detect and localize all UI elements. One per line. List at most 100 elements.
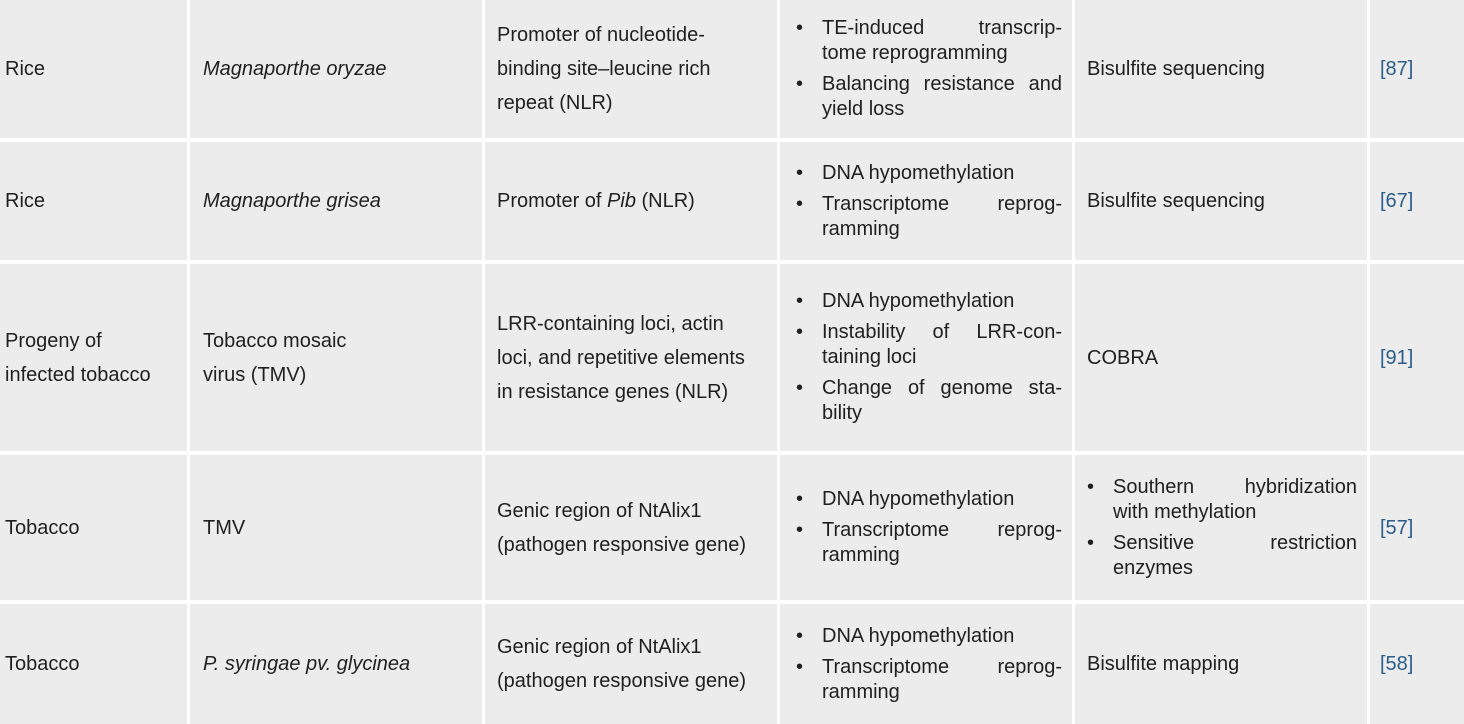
- pathogen-line: virus (TMV): [203, 363, 307, 386]
- pathogen-text: TMV: [203, 516, 246, 539]
- target-suffix: (NLR): [635, 190, 695, 212]
- effects-list: DNA hypomethylation Transcriptome reprog…: [786, 618, 1062, 711]
- target-line: Genic region of NtAlix1: [497, 499, 702, 522]
- host-text: Rice: [5, 190, 46, 212]
- target-text: Genic region of NtAlix1 (pathogen respon…: [497, 494, 746, 562]
- method-cell: Bisulfite mapping: [1075, 604, 1367, 724]
- target-line: in resistance genes (NLR): [497, 380, 729, 403]
- effect-line: DNA hypomethylation: [822, 290, 1015, 312]
- effect-line: yield loss: [822, 98, 905, 120]
- effect-line: Change of genome sta-: [822, 377, 1062, 399]
- effects-list: DNA hypomethylation Transcriptome reprog…: [786, 481, 1062, 574]
- host-line: Progeny of: [5, 329, 102, 352]
- method-line: Southern hybridization: [1113, 475, 1357, 498]
- effect-item: Transcriptome reprog-ramming: [786, 655, 1062, 705]
- host-text: Rice: [5, 58, 46, 80]
- host-text: Tobacco: [5, 516, 80, 539]
- pathogen-cell: P. syringae pv. glycinea: [190, 604, 482, 724]
- reference-link[interactable]: [91]: [1380, 346, 1414, 369]
- effects-list: DNA hypomethylation Transcriptome reprog…: [786, 155, 1062, 248]
- target-line: loci, and repetitive elements: [497, 346, 745, 369]
- effect-line: Transcriptome reprog-: [822, 192, 1062, 215]
- host-cell: Rice: [0, 0, 187, 138]
- method-cell: Bisulfite sequencing: [1075, 0, 1367, 138]
- effect-line: ramming: [822, 217, 900, 240]
- effect-line: Transcriptome reprog-: [822, 519, 1062, 541]
- ref-cell: [87]: [1370, 0, 1464, 138]
- effect-line: Transcriptome reprog-: [822, 655, 1062, 678]
- effects-list: DNA hypomethylation Instability of LRR-c…: [786, 283, 1062, 432]
- effect-line: ramming: [822, 544, 900, 566]
- host-cell: Tobacco: [0, 455, 187, 600]
- pathogen-cell: TMV: [190, 455, 482, 600]
- effects-list: TE-induced transcrip-tome reprogramming …: [786, 10, 1062, 128]
- target-text: Genic region of NtAlix1 (pathogen respon…: [497, 630, 746, 698]
- effect-item: DNA hypomethylation: [786, 487, 1062, 512]
- effect-line: ramming: [822, 680, 900, 703]
- method-line: enzymes: [1113, 556, 1194, 579]
- effect-line: TE-induced transcrip-: [822, 17, 1062, 39]
- ref-cell: [91]: [1370, 264, 1464, 451]
- target-line: binding site–leucine rich: [497, 58, 711, 80]
- target-text: Promoter of Pib (NLR): [497, 184, 695, 218]
- target-line: (pathogen responsive gene): [497, 670, 747, 692]
- effect-line: bility: [822, 402, 863, 424]
- ref-cell: [57]: [1370, 455, 1464, 600]
- effect-item: DNA hypomethylation: [786, 624, 1062, 649]
- target-text: LRR-containing loci, actin loci, and rep…: [497, 307, 745, 409]
- effect-item: Transcriptome reprog-ramming: [786, 192, 1062, 242]
- effect-item: Transcriptome reprog-ramming: [786, 518, 1062, 568]
- host-line: infected tobacco: [5, 363, 151, 386]
- effect-line: DNA hypomethylation: [822, 488, 1015, 510]
- target-cell: Promoter of nucleotide- binding site–leu…: [485, 0, 777, 138]
- method-cell: Bisulfite sequencing: [1075, 142, 1367, 260]
- reference-link[interactable]: [67]: [1380, 190, 1414, 212]
- effects-cell: TE-induced transcrip-tome reprogramming …: [780, 0, 1072, 138]
- effect-item: Change of genome sta-bility: [786, 376, 1062, 426]
- effects-cell: DNA hypomethylation Transcriptome reprog…: [780, 604, 1072, 724]
- host-text: Progeny of infected tobacco: [5, 324, 151, 392]
- target-line: repeat (NLR): [497, 92, 613, 114]
- target-line: (pathogen responsive gene): [497, 533, 747, 556]
- effect-item: Instability of LRR-con-taining loci: [786, 320, 1062, 370]
- effects-cell: DNA hypomethylation Transcriptome reprog…: [780, 455, 1072, 600]
- target-line: Promoter of nucleotide-: [497, 24, 705, 46]
- reference-link[interactable]: [58]: [1380, 653, 1414, 675]
- host-cell: Rice: [0, 142, 187, 260]
- method-text: Bisulfite sequencing: [1087, 190, 1265, 212]
- method-text: Bisulfite mapping: [1087, 653, 1240, 675]
- method-line: Sensitive restriction: [1113, 531, 1357, 554]
- effect-item: DNA hypomethylation: [786, 161, 1062, 186]
- reference-link[interactable]: [57]: [1380, 516, 1414, 539]
- effect-line: tome reprogramming: [822, 42, 1008, 64]
- target-cell: Promoter of Pib (NLR): [485, 142, 777, 260]
- reference-link[interactable]: [87]: [1380, 58, 1414, 80]
- pathogen-text: Magnaporthe grisea: [203, 190, 381, 212]
- pathogen-text: P. syringae pv. glycinea: [203, 653, 411, 675]
- pathogen-cell: Magnaporthe grisea: [190, 142, 482, 260]
- effects-cell: DNA hypomethylation Instability of LRR-c…: [780, 264, 1072, 451]
- effect-line: taining loci: [822, 346, 917, 368]
- method-text: Bisulfite sequencing: [1087, 58, 1265, 80]
- target-text: Promoter of nucleotide- binding site–leu…: [497, 18, 710, 120]
- pathogen-line: Tobacco mosaic: [203, 329, 347, 352]
- effect-line: DNA hypomethylation: [822, 624, 1015, 647]
- effects-cell: DNA hypomethylation Transcriptome reprog…: [780, 142, 1072, 260]
- effect-line: Instability of LRR-con-: [822, 321, 1062, 343]
- effect-item: DNA hypomethylation: [786, 289, 1062, 314]
- ref-cell: [67]: [1370, 142, 1464, 260]
- method-text: COBRA: [1087, 346, 1159, 369]
- pathogen-cell: Tobacco mosaic virus (TMV): [190, 264, 482, 451]
- target-gene: Pib: [607, 190, 636, 212]
- method-line: with methylation: [1113, 500, 1257, 523]
- host-cell: Tobacco: [0, 604, 187, 724]
- host-text: Tobacco: [5, 653, 80, 675]
- target-line: LRR-containing loci, actin: [497, 312, 724, 335]
- pathogen-text: Tobacco mosaic virus (TMV): [203, 324, 346, 392]
- effect-line: DNA hypomethylation: [822, 161, 1015, 184]
